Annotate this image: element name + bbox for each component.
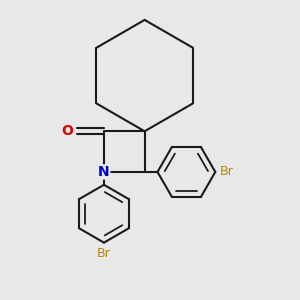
Text: Br: Br: [97, 247, 111, 260]
Text: N: N: [98, 165, 110, 179]
Text: O: O: [61, 124, 73, 138]
Text: Br: Br: [220, 165, 233, 178]
